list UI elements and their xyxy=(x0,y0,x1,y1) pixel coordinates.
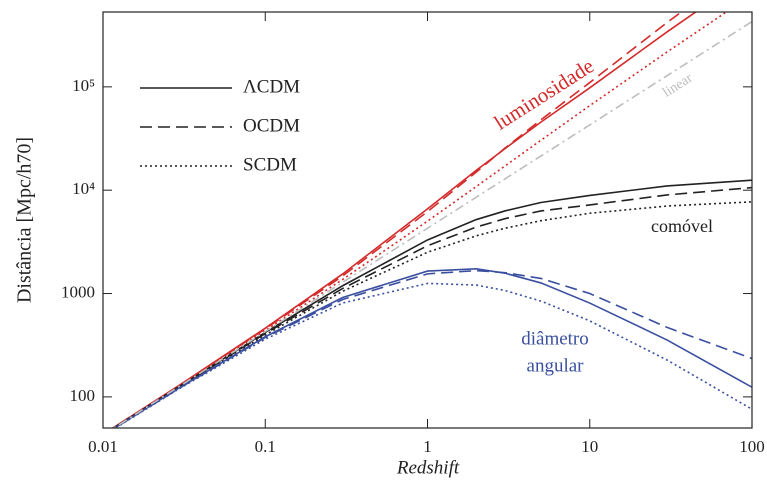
x-tick-label: 100 xyxy=(739,437,765,456)
plot-area xyxy=(111,12,752,428)
legend-label: SCDM xyxy=(243,154,297,175)
x-tick-label: 0.01 xyxy=(88,437,118,456)
legend-label: OCDM xyxy=(243,115,300,136)
x-tick-label: 10 xyxy=(581,437,598,456)
x-axis-label: Redshift xyxy=(396,457,460,478)
y-tick-label: 10⁴ xyxy=(72,179,95,198)
legend-label: ΛCDM xyxy=(243,76,300,97)
group-label: linear xyxy=(660,71,695,101)
group-label: comóvel xyxy=(651,216,713,236)
x-tick-label: 1 xyxy=(423,437,432,456)
y-axis-label: Distância [Mpc/h70] xyxy=(14,137,36,303)
curve xyxy=(113,282,752,428)
y-tick-label: 100 xyxy=(70,386,96,405)
y-tick-label: 1000 xyxy=(61,282,95,301)
x-tick-label: 0.1 xyxy=(255,437,276,456)
curve xyxy=(113,268,752,428)
group-label: diâmetro xyxy=(521,328,589,349)
curve xyxy=(113,201,752,428)
y-tick-label: 10⁵ xyxy=(72,76,95,95)
group-label: angular xyxy=(527,355,585,376)
curve xyxy=(112,20,752,428)
curve xyxy=(112,186,752,428)
curve xyxy=(111,12,683,428)
curve xyxy=(111,12,698,428)
